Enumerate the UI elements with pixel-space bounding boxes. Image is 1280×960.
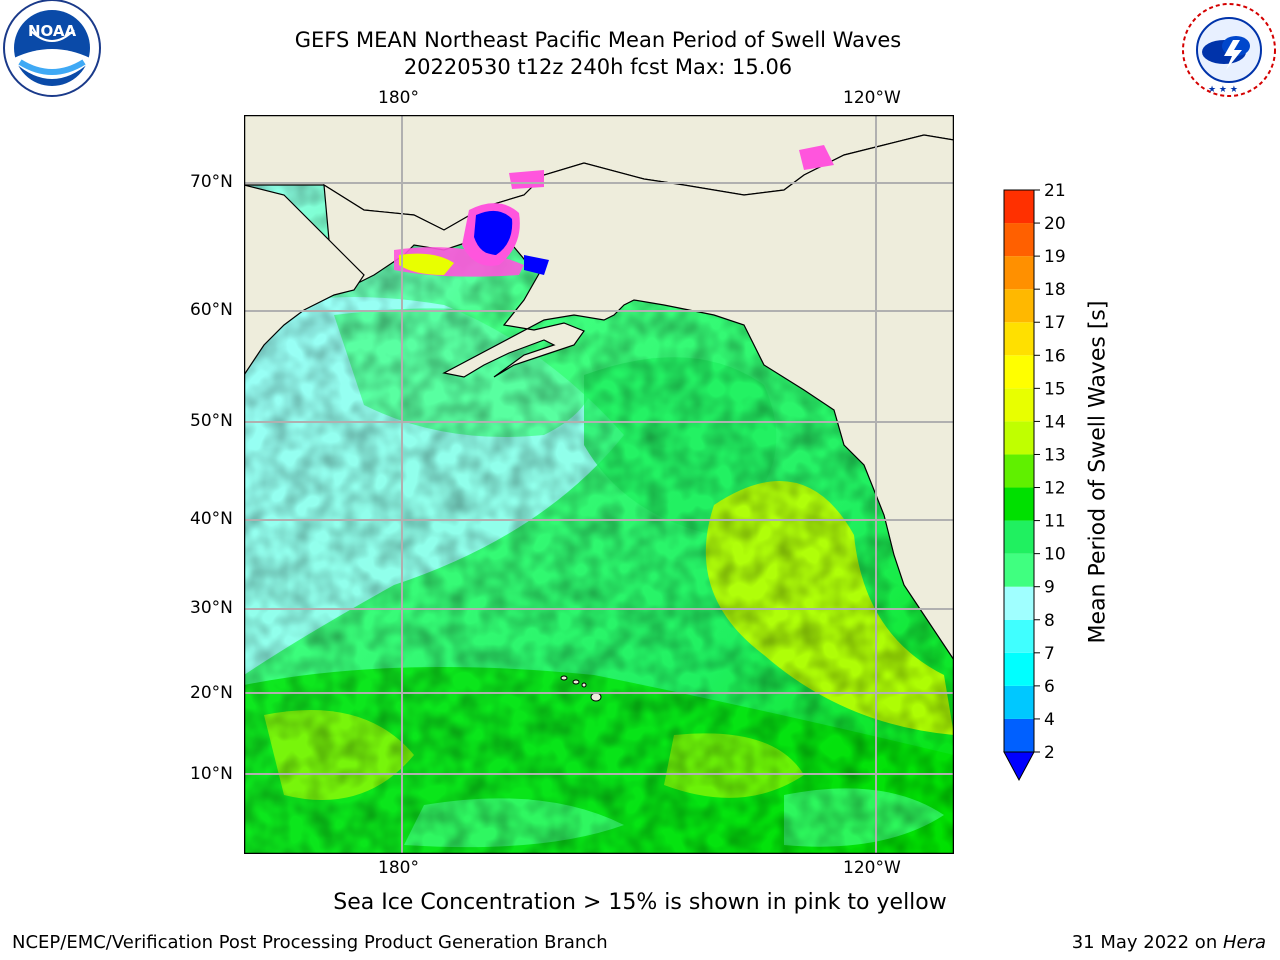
colorbar-tick-label: 6 [1044, 677, 1055, 697]
colorbar-segment [1004, 487, 1034, 521]
colorbar-tick-label: 17 [1044, 313, 1066, 333]
footer-left: NCEP/EMC/Verification Post Processing Pr… [12, 932, 608, 953]
footer-host: Hera [1222, 932, 1266, 953]
colorbar-segment [1004, 586, 1034, 620]
chart-title: GEFS MEAN Northeast Pacific Mean Period … [294, 28, 902, 52]
colorbar-tick-label: 15 [1044, 379, 1066, 399]
lat-label-70n: 70°N [190, 172, 233, 192]
colorbar-tick-label: 19 [1044, 247, 1066, 267]
lon-label-top-120w: 120°W [843, 88, 901, 108]
lat-label-20n: 20°N [190, 683, 233, 703]
sea-ice-patch [799, 145, 834, 170]
colorbar-segment [1004, 256, 1034, 290]
map-frame [243, 114, 955, 855]
colorbar-tick-label: 11 [1044, 512, 1066, 532]
colorbar-segment [1004, 685, 1034, 719]
colorbar-tick-label: 8 [1044, 611, 1055, 631]
colorbar-segment [1004, 421, 1034, 455]
colorbar-tick-label: 7 [1044, 644, 1055, 664]
colorbar-tick-label: 14 [1044, 412, 1066, 432]
sea-ice-patch [399, 253, 454, 275]
lat-label-40n: 40°N [190, 509, 233, 529]
colorbar-outline [1003, 189, 1035, 753]
chart-subtitle: 20220530 t12z 240h fcst Max: 15.06 [403, 55, 793, 79]
colorbar-segment [1004, 355, 1034, 389]
svg-text:★ ★ ★: ★ ★ ★ [1208, 85, 1238, 95]
colorbar-tick-label: 18 [1044, 280, 1066, 300]
colorbar-segment [1004, 652, 1034, 686]
colorbar-segment [1004, 454, 1034, 488]
lon-label-bottom-180: 180° [378, 858, 419, 878]
colorbar-segment [1004, 190, 1034, 224]
colorbar-tick-label: 16 [1044, 346, 1066, 366]
sea-ice-core [474, 210, 513, 255]
colorbar-segment [1004, 520, 1034, 554]
colorbar-segment [1004, 553, 1034, 587]
graticule [244, 115, 954, 854]
colorbar: 2 4 6 7 8 9 10 11 12 13 14 15 16 17 18 19 20 21 [990, 180, 1130, 804]
lat-label-50n: 50°N [190, 411, 233, 431]
lat-label-60n: 60°N [190, 300, 233, 320]
sea-ice-note: Sea Ice Concentration > 15% is shown in … [333, 890, 947, 915]
colorbar-segment [1004, 289, 1034, 323]
colorbar-tick-label: 20 [1044, 214, 1066, 234]
colorbar-tick-label: 21 [1044, 181, 1066, 201]
noaa-logo-text: NOAA [28, 22, 77, 40]
colorbar-tick-label: 9 [1044, 578, 1055, 598]
footer-right: 31 May 2022 on Hera [1072, 932, 1266, 953]
colorbar-label: Mean Period of Swell Waves [s] [1085, 300, 1111, 644]
lon-label-bottom-120w: 120°W [843, 858, 901, 878]
colorbar-segment [1004, 388, 1034, 422]
colorbar-segment [1004, 619, 1034, 653]
colorbar-tick-label: 10 [1044, 545, 1066, 565]
colorbar-tick-label: 13 [1044, 445, 1066, 465]
colorbar-tick-label: 12 [1044, 479, 1066, 499]
lon-label-top-180: 180° [378, 88, 419, 108]
footer-date: 31 May 2022 on [1071, 932, 1223, 953]
colorbar-segment [1004, 718, 1034, 752]
nws-logo: ★ ★ ★ [1178, 0, 1280, 100]
colorbar-segment [1004, 322, 1034, 356]
colorbar-extend-triangle [1003, 751, 1035, 782]
noaa-logo: NOAA [0, 0, 104, 100]
swell-period-map [243, 114, 955, 855]
colorbar-tick-label: 2 [1044, 743, 1055, 763]
lat-label-10n: 10°N [190, 764, 233, 784]
colorbar-segment [1004, 223, 1034, 257]
sea-ice-patch [509, 170, 544, 189]
alaska-mainland [323, 134, 955, 662]
lat-label-30n: 30°N [190, 598, 233, 618]
sea-ice-patch [524, 255, 549, 275]
colorbar-tick-label: 4 [1044, 710, 1055, 730]
